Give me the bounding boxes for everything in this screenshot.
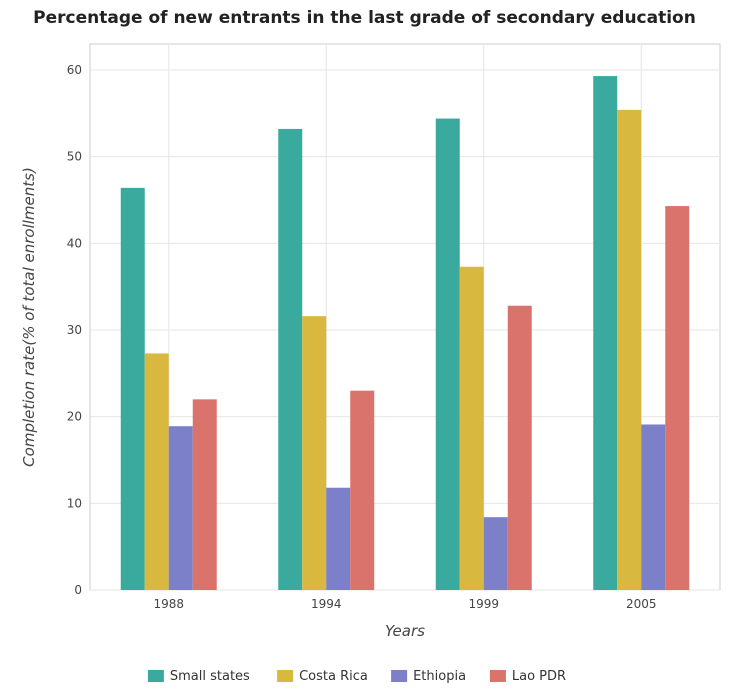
bar-lao-pdr [507,305,532,590]
chart-title: Percentage of new entrants in the last g… [33,8,696,28]
bar-ethiopia [483,517,508,590]
x-tick-label: 1999 [468,597,499,611]
bar-costa-rica [144,353,169,590]
bar-small-states [435,118,460,591]
bar-lao-pdr [350,390,375,590]
legend-swatch [277,670,294,682]
bar-small-states [278,128,303,590]
legend-label: Ethiopia [413,669,466,684]
legend: Small states Costa Rica Ethiopia Lao PDR [147,669,566,684]
y-tick-label: 40 [67,236,82,250]
bar-costa-rica [302,316,327,590]
bar-small-states [593,76,618,591]
bar-ethiopia [326,487,351,590]
legend-label: Small states [170,669,250,684]
x-tick-label: 1994 [311,597,342,611]
bars-layer [120,76,690,591]
x-tick-label: 1988 [153,597,184,611]
legend-label: Costa Rica [299,669,368,684]
y-tick-label: 50 [67,150,82,164]
y-tick-label: 0 [74,583,82,597]
axis-layer: 0 10 20 30 40 50 60 1988 1994 1999 2005 [67,63,657,611]
legend-swatch [391,670,408,682]
y-tick-label: 10 [67,496,82,510]
bar-ethiopia [168,426,193,590]
bar-costa-rica [617,109,642,590]
x-tick-label: 2005 [626,597,657,611]
legend-label: Lao PDR [512,669,566,684]
y-tick-label: 20 [67,410,82,424]
bar-lao-pdr [192,399,217,590]
legend-swatch [489,670,506,682]
bar-lao-pdr [665,206,690,591]
y-tick-label: 30 [67,323,82,337]
x-axis-label: Years [385,622,425,640]
bar-costa-rica [459,266,484,590]
y-axis-label: Completion rate(% of total enrollments) [20,167,38,467]
bar-small-states [120,187,145,590]
bar-ethiopia [641,424,666,590]
y-tick-label: 60 [67,63,82,77]
legend-swatch [147,670,164,682]
